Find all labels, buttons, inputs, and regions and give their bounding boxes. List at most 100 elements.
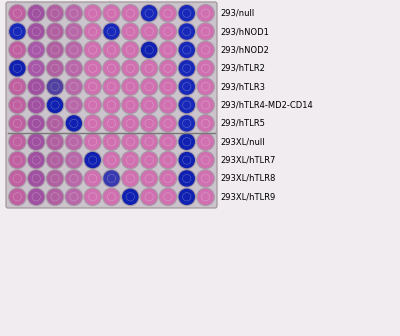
Circle shape: [104, 134, 119, 149]
Circle shape: [104, 116, 119, 131]
Circle shape: [140, 59, 158, 77]
Circle shape: [84, 133, 101, 151]
Circle shape: [140, 41, 158, 58]
Circle shape: [10, 171, 25, 186]
Text: LPS-EB (100 ng/ml): LPS-EB (100 ng/ml): [50, 0, 103, 1]
Circle shape: [46, 59, 64, 77]
Circle shape: [66, 116, 81, 131]
Circle shape: [85, 42, 100, 57]
Circle shape: [198, 171, 213, 186]
Circle shape: [84, 59, 101, 77]
Circle shape: [104, 171, 119, 186]
Circle shape: [179, 24, 194, 39]
Circle shape: [123, 42, 138, 57]
Text: iEDAP (100 ng/ml): iEDAP (100 ng/ml): [144, 0, 194, 1]
Text: NI: NI: [201, 0, 211, 1]
Circle shape: [197, 170, 214, 187]
Circle shape: [197, 41, 214, 58]
Circle shape: [160, 134, 176, 149]
Circle shape: [46, 96, 64, 114]
Circle shape: [10, 97, 25, 113]
Circle shape: [178, 23, 196, 40]
Circle shape: [28, 115, 45, 132]
Circle shape: [160, 42, 176, 57]
Circle shape: [159, 23, 177, 40]
Circle shape: [84, 78, 101, 95]
Circle shape: [104, 79, 119, 94]
Circle shape: [122, 4, 139, 22]
Text: 293/hNOD2: 293/hNOD2: [220, 45, 269, 54]
Circle shape: [178, 188, 196, 206]
Text: Pam3CSK4 (100 ng/ml): Pam3CSK4 (100 ng/ml): [13, 0, 74, 1]
Circle shape: [142, 97, 157, 113]
Circle shape: [142, 153, 157, 168]
Circle shape: [65, 78, 82, 95]
Circle shape: [178, 115, 196, 132]
Circle shape: [122, 133, 139, 151]
Circle shape: [122, 23, 139, 40]
Circle shape: [123, 134, 138, 149]
Text: 293XL/hTLR7: 293XL/hTLR7: [220, 156, 275, 165]
Circle shape: [103, 170, 120, 187]
Circle shape: [104, 24, 119, 39]
Circle shape: [123, 116, 138, 131]
Text: 293XL/hTLR8: 293XL/hTLR8: [220, 174, 275, 183]
Circle shape: [198, 79, 213, 94]
Circle shape: [46, 78, 64, 95]
Circle shape: [85, 171, 100, 186]
Circle shape: [159, 78, 177, 95]
Circle shape: [178, 170, 196, 187]
Circle shape: [29, 61, 44, 76]
Circle shape: [198, 189, 213, 204]
Circle shape: [197, 115, 214, 132]
Circle shape: [85, 116, 100, 131]
Circle shape: [178, 41, 196, 58]
Text: 293XL/null: 293XL/null: [220, 137, 265, 146]
Circle shape: [160, 79, 176, 94]
Circle shape: [10, 61, 25, 76]
Circle shape: [103, 152, 120, 169]
Circle shape: [178, 4, 196, 22]
Circle shape: [46, 41, 64, 58]
Circle shape: [28, 78, 45, 95]
Circle shape: [29, 171, 44, 186]
Circle shape: [122, 96, 139, 114]
Circle shape: [159, 170, 177, 187]
Circle shape: [197, 133, 214, 151]
Text: ssRNA40 (5 μg/ml): ssRNA40 (5 μg/ml): [107, 0, 158, 1]
Circle shape: [122, 152, 139, 169]
Circle shape: [123, 97, 138, 113]
Circle shape: [28, 23, 45, 40]
Circle shape: [10, 42, 25, 57]
Text: 293XL/hTLR9: 293XL/hTLR9: [220, 192, 275, 201]
Circle shape: [9, 96, 26, 114]
Circle shape: [159, 4, 177, 22]
Circle shape: [46, 133, 64, 151]
Circle shape: [142, 42, 157, 57]
Circle shape: [84, 4, 101, 22]
Circle shape: [84, 152, 101, 169]
Circle shape: [46, 170, 64, 187]
Circle shape: [48, 189, 62, 204]
Circle shape: [84, 188, 101, 206]
Circle shape: [85, 97, 100, 113]
Circle shape: [65, 115, 82, 132]
Circle shape: [46, 115, 64, 132]
Text: 293/hTLR5: 293/hTLR5: [220, 119, 265, 128]
Circle shape: [46, 23, 64, 40]
Circle shape: [104, 61, 119, 76]
Circle shape: [198, 42, 213, 57]
Circle shape: [29, 153, 44, 168]
Circle shape: [9, 23, 26, 40]
Circle shape: [142, 61, 157, 76]
Circle shape: [85, 6, 100, 21]
Circle shape: [65, 23, 82, 40]
Circle shape: [123, 61, 138, 76]
Circle shape: [142, 79, 157, 94]
Circle shape: [103, 115, 120, 132]
Circle shape: [179, 42, 194, 57]
Circle shape: [65, 41, 82, 58]
Text: 293/null: 293/null: [220, 9, 254, 18]
Circle shape: [122, 59, 139, 77]
Circle shape: [65, 59, 82, 77]
